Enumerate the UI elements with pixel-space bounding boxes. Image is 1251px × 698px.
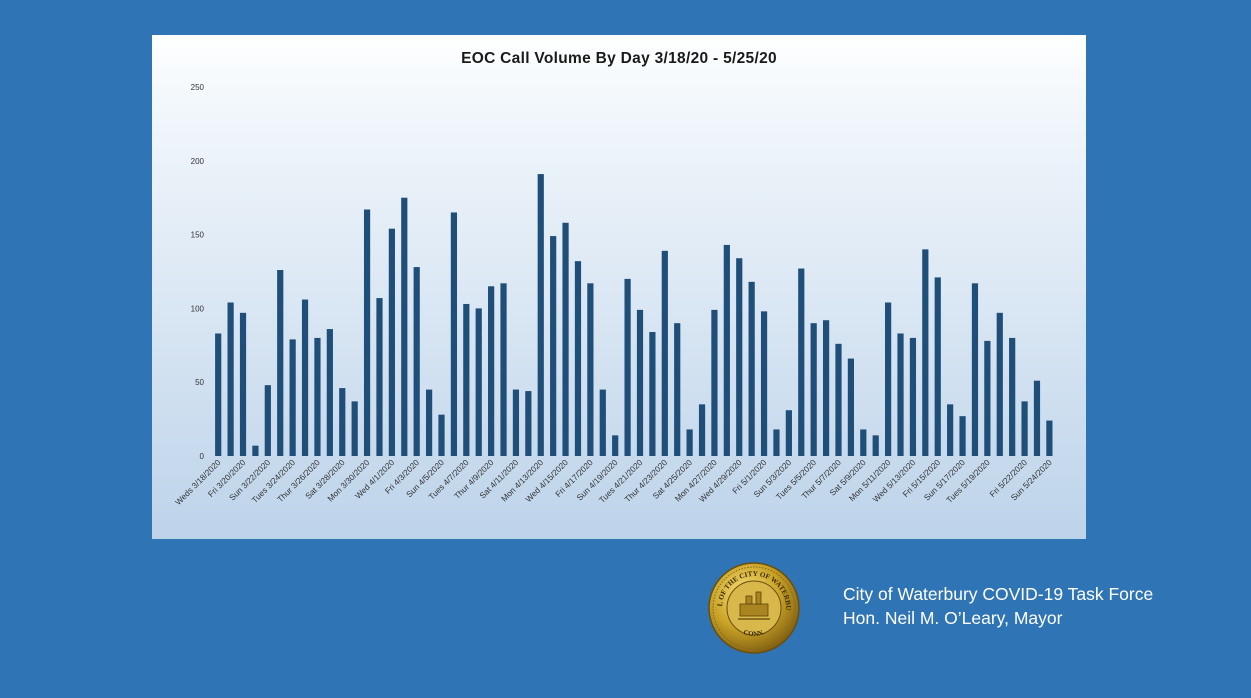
city-seal-logo: SEAL OF THE CITY OF WATERBURY CONN. bbox=[708, 562, 800, 654]
bar bbox=[301, 299, 309, 456]
bar bbox=[798, 268, 805, 456]
bar bbox=[1046, 420, 1053, 456]
y-tick-label: 100 bbox=[191, 304, 205, 313]
bar bbox=[947, 404, 954, 456]
bar bbox=[810, 323, 817, 456]
y-tick-label: 0 bbox=[200, 452, 205, 461]
bar bbox=[426, 389, 433, 456]
x-tick-label: Tues 5/19/2020 bbox=[944, 457, 992, 505]
y-tick-label: 50 bbox=[195, 378, 204, 387]
caption-line-1: City of Waterbury COVID-19 Task Force bbox=[843, 584, 1154, 604]
bar bbox=[760, 311, 768, 456]
bar bbox=[1009, 337, 1016, 456]
y-tick-label: 250 bbox=[191, 83, 205, 92]
chart-title: EOC Call Volume By Day 3/18/20 - 5/25/20 bbox=[461, 50, 777, 67]
bar bbox=[686, 429, 693, 456]
chart-panel: 0 50 100 150 200 250 Weds 3/18/2020 Fri 3/20/20… bbox=[152, 35, 1086, 539]
bar bbox=[450, 212, 458, 456]
bar bbox=[1033, 380, 1041, 456]
bar bbox=[785, 410, 792, 456]
bar bbox=[215, 333, 222, 456]
bar bbox=[512, 389, 520, 456]
bar bbox=[550, 236, 557, 456]
bar bbox=[872, 435, 879, 456]
bar bbox=[587, 283, 594, 456]
bar bbox=[562, 222, 569, 456]
bar bbox=[674, 323, 681, 456]
bar bbox=[959, 416, 966, 456]
bar bbox=[661, 250, 668, 456]
bar bbox=[475, 308, 482, 456]
bar bbox=[984, 340, 991, 456]
bar bbox=[227, 302, 234, 456]
bar bbox=[264, 385, 271, 456]
bar bbox=[252, 445, 259, 456]
bar bbox=[463, 303, 470, 456]
bar bbox=[500, 283, 507, 456]
bar bbox=[326, 329, 333, 456]
bar bbox=[612, 435, 619, 456]
bar bbox=[339, 388, 346, 456]
bar bbox=[773, 429, 780, 456]
bar bbox=[996, 312, 1003, 456]
bar bbox=[401, 197, 408, 456]
bar bbox=[835, 343, 842, 456]
bar bbox=[723, 244, 730, 456]
bar bbox=[289, 339, 296, 456]
bar bbox=[736, 258, 743, 456]
caption-line-2: Hon. Neil M. O’Leary, Mayor bbox=[843, 608, 1063, 628]
bar bbox=[922, 249, 929, 456]
bar bbox=[711, 309, 718, 456]
bar bbox=[698, 404, 706, 456]
bar bbox=[438, 414, 445, 456]
bar bbox=[624, 278, 631, 456]
bar bbox=[860, 429, 867, 456]
seal-text-bottom: CONN. bbox=[742, 628, 766, 638]
bar bbox=[822, 320, 830, 456]
bar bbox=[277, 270, 284, 456]
bar bbox=[574, 261, 582, 456]
bar bbox=[636, 309, 644, 456]
bar bbox=[1021, 401, 1028, 456]
bar bbox=[971, 283, 979, 456]
y-tick-label: 150 bbox=[191, 231, 205, 240]
bar bbox=[488, 286, 495, 456]
bar bbox=[376, 298, 383, 456]
bar bbox=[413, 267, 420, 456]
bar bbox=[599, 389, 606, 456]
bar bbox=[885, 302, 892, 456]
bar bbox=[649, 332, 656, 456]
bar bbox=[388, 228, 395, 456]
bar bbox=[525, 391, 532, 456]
y-tick-label: 200 bbox=[191, 157, 205, 166]
bar bbox=[351, 401, 358, 456]
bar bbox=[314, 337, 321, 456]
bar bbox=[537, 174, 544, 456]
bar bbox=[847, 358, 854, 456]
bar bbox=[748, 281, 755, 456]
bar bbox=[934, 277, 941, 456]
bar bbox=[909, 337, 917, 456]
bar bbox=[239, 312, 247, 456]
caption: City of Waterbury COVID-19 Task Force Ho… bbox=[843, 582, 1153, 630]
bar bbox=[897, 333, 904, 456]
bar bbox=[363, 209, 371, 456]
